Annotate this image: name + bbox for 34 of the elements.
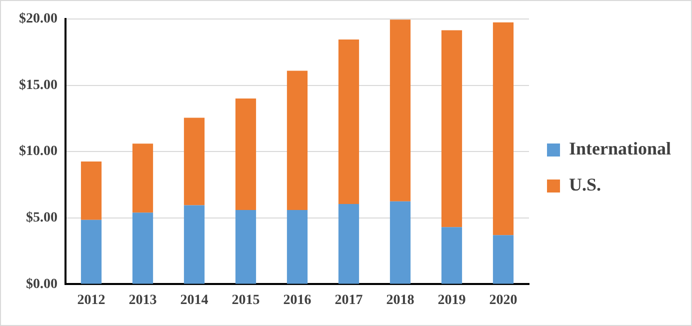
x-tick-label: 2018 xyxy=(386,293,414,308)
x-tick-label: 2012 xyxy=(77,293,106,308)
y-tick-label: $15.00 xyxy=(19,78,58,93)
bar xyxy=(132,212,154,284)
bar xyxy=(286,70,308,210)
legend-label: International xyxy=(568,138,672,159)
y-tick-label: $10.00 xyxy=(19,144,58,160)
x-tick-label: 2020 xyxy=(489,293,518,308)
x-tick-label: 2016 xyxy=(283,293,312,308)
x-tick-label: 2017 xyxy=(334,293,363,308)
bar xyxy=(235,98,256,210)
bar xyxy=(286,210,308,284)
y-tick-label: $5.00 xyxy=(26,210,58,226)
bar xyxy=(390,20,411,202)
bar xyxy=(80,162,102,220)
x-tick-label: 2013 xyxy=(128,293,157,308)
y-tick-label: $20.00 xyxy=(19,12,58,27)
bar xyxy=(390,201,411,284)
x-tick-label: 2015 xyxy=(232,293,260,308)
bar xyxy=(492,22,514,236)
bar xyxy=(184,205,205,284)
bar xyxy=(80,220,102,284)
bar xyxy=(338,204,360,284)
bar xyxy=(441,30,462,228)
bar xyxy=(184,118,205,206)
x-tick-label: 2019 xyxy=(438,293,466,308)
bar xyxy=(492,235,514,284)
bar xyxy=(338,40,360,204)
bar xyxy=(235,210,256,284)
y-tick-label: $0.00 xyxy=(26,276,58,292)
bar xyxy=(132,144,154,213)
legend-label: U.S. xyxy=(568,174,602,195)
bar xyxy=(441,227,462,284)
x-tick-label: 2014 xyxy=(180,293,208,308)
